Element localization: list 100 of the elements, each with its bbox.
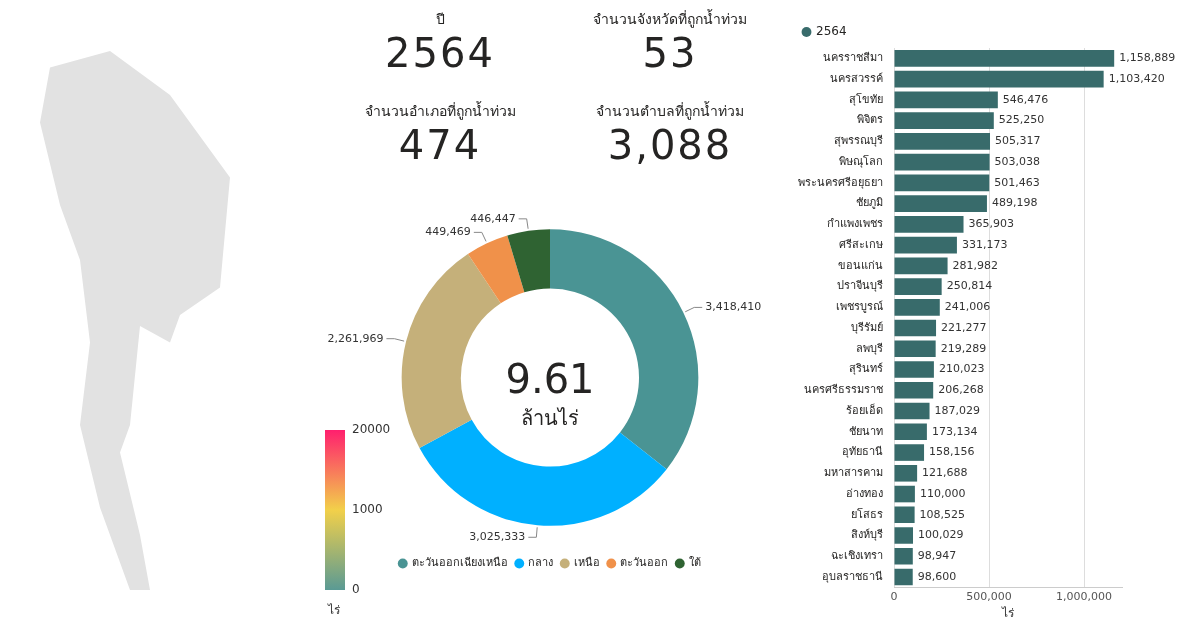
- bar: [894, 153, 990, 171]
- data-label: 505,317: [995, 134, 1041, 148]
- bar: [894, 133, 991, 150]
- text: 20000: [352, 422, 391, 436]
- data-label: 1,158,889: [1119, 51, 1176, 65]
- bar: [894, 257, 948, 275]
- bar: [894, 382, 934, 399]
- data-label: 98,600: [917, 569, 957, 583]
- y-tick-label: ขอนแก่น: [838, 258, 883, 272]
- bar: [894, 319, 937, 337]
- y-tick-label: ศรีสะเกษ: [839, 237, 883, 251]
- y-tick-label: บุรีรัมย์: [851, 320, 883, 334]
- bar: [894, 506, 915, 524]
- bar: [894, 444, 925, 461]
- data-label: 489,198: [991, 196, 1038, 210]
- y-tick-label: เพชรบูรณ์: [836, 300, 883, 314]
- bar: [894, 485, 915, 503]
- y-tick-label: นครราชสีมา: [823, 51, 883, 65]
- y-tick-label: ปราจีนบุรี: [837, 279, 883, 293]
- text: ล้านไร่: [521, 405, 579, 430]
- bar: [894, 402, 930, 420]
- bar: [894, 174, 990, 192]
- text: 1000: [352, 502, 383, 516]
- data-label: 206,268: [938, 383, 984, 397]
- text: 2564: [384, 30, 496, 76]
- data-label: 501,463: [994, 175, 1040, 189]
- bar: [894, 465, 918, 482]
- y-tick-label: สุรินทร์: [849, 362, 883, 376]
- y-tick-label: อุบลราชธานี: [822, 569, 883, 583]
- data-label: 121,688: [922, 466, 968, 480]
- data-label: 3,025,333: [469, 530, 526, 544]
- bar: [894, 527, 914, 544]
- y-tick-label: ชัยนาท: [849, 424, 883, 438]
- legend-label: กลาง: [528, 556, 554, 570]
- data-label: 241,006: [944, 300, 991, 314]
- x-axis-title: ไร่: [1001, 605, 1015, 620]
- text: 53: [641, 30, 699, 76]
- data-label: 1,103,420: [1108, 71, 1165, 85]
- legend-label: เหนือ: [573, 556, 600, 570]
- y-tick-label: สิงห์บุรี: [851, 528, 883, 542]
- y-tick-label: ยโสธร: [851, 506, 883, 521]
- data-label: 210,023: [938, 362, 985, 376]
- legend-label: 2564: [816, 24, 847, 39]
- y-tick-label: อุทัยธานี: [842, 445, 883, 459]
- data-label: 187,029: [934, 403, 981, 417]
- bar: [894, 195, 987, 212]
- data-label: 219,289: [940, 341, 987, 355]
- data-label: 3,418,410: [705, 300, 762, 314]
- y-tick-label: ลพบุรี: [856, 341, 883, 355]
- data-label: 173,134: [931, 424, 978, 438]
- text: จำนวนจังหวัดที่ถูกน้ำท่วม: [592, 8, 748, 30]
- bar: [894, 70, 1104, 88]
- data-label: 250,814: [946, 279, 993, 293]
- bar: [894, 91, 998, 109]
- bar: [894, 112, 994, 129]
- legend-label: ตะวันออกเฉียงเหนือ: [411, 556, 508, 570]
- y-tick-label: พระนครศรีอยุธยา: [798, 175, 883, 189]
- data-label: 546,476: [1002, 92, 1049, 106]
- data-label: 281,982: [952, 258, 999, 272]
- legend-label: ใต้: [688, 556, 701, 570]
- y-tick-label: มหาสารคาม: [824, 466, 883, 480]
- text: 3,088: [606, 122, 734, 168]
- color-bar-title: ไร่: [328, 602, 340, 619]
- y-tick-label: พิจิตร: [857, 113, 883, 127]
- bar: [894, 361, 934, 378]
- data-label: 503,038: [994, 154, 1041, 168]
- text: 474: [397, 122, 483, 168]
- bar: [894, 340, 936, 358]
- x-tick-label: 500,000: [966, 589, 1012, 603]
- bar: [894, 568, 913, 586]
- data-label: 2,261,969: [327, 331, 384, 345]
- data-label: 446,447: [470, 211, 516, 225]
- data-label: 525,250: [998, 113, 1045, 127]
- data-label: 158,156: [929, 445, 975, 459]
- legend-label: ตะวันออก: [620, 556, 669, 570]
- data-label: 449,469: [425, 225, 471, 239]
- y-tick-label: สุโขทัย: [849, 91, 883, 106]
- y-tick-label: กำแพงเพชร: [827, 217, 883, 231]
- y-tick-label: พิษณุโลก: [839, 153, 883, 168]
- y-tick-label: นครศรีธรรมราช: [804, 383, 883, 397]
- x-tick-label: 1,000,000: [1056, 589, 1112, 603]
- bar: [894, 236, 957, 254]
- bar: [894, 423, 927, 441]
- data-label: 108,525: [919, 507, 966, 521]
- data-label: 221,277: [941, 320, 987, 334]
- y-tick-label: อ่างทอง: [846, 486, 883, 500]
- x-tick-label: 0: [890, 589, 898, 603]
- y-tick-label: นครสวรรค์: [830, 71, 883, 85]
- text: ปี: [434, 10, 446, 29]
- bar: [894, 50, 1115, 67]
- data-label: 110,000: [919, 486, 966, 500]
- y-tick-label: ฉะเชิงเทรา: [831, 549, 883, 563]
- data-label: 365,903: [968, 217, 1015, 231]
- bar: [894, 216, 964, 233]
- y-tick-label: ร้อยเอ็ด: [846, 402, 883, 417]
- data-label: 331,173: [961, 237, 1008, 251]
- text: 9.61: [505, 355, 595, 402]
- y-tick-label: ชัยภูมิ: [856, 196, 883, 210]
- text: จำนวนตำบลที่ถูกน้ำท่วม: [595, 100, 745, 122]
- y-tick-label: สุพรรณบุรี: [834, 134, 883, 148]
